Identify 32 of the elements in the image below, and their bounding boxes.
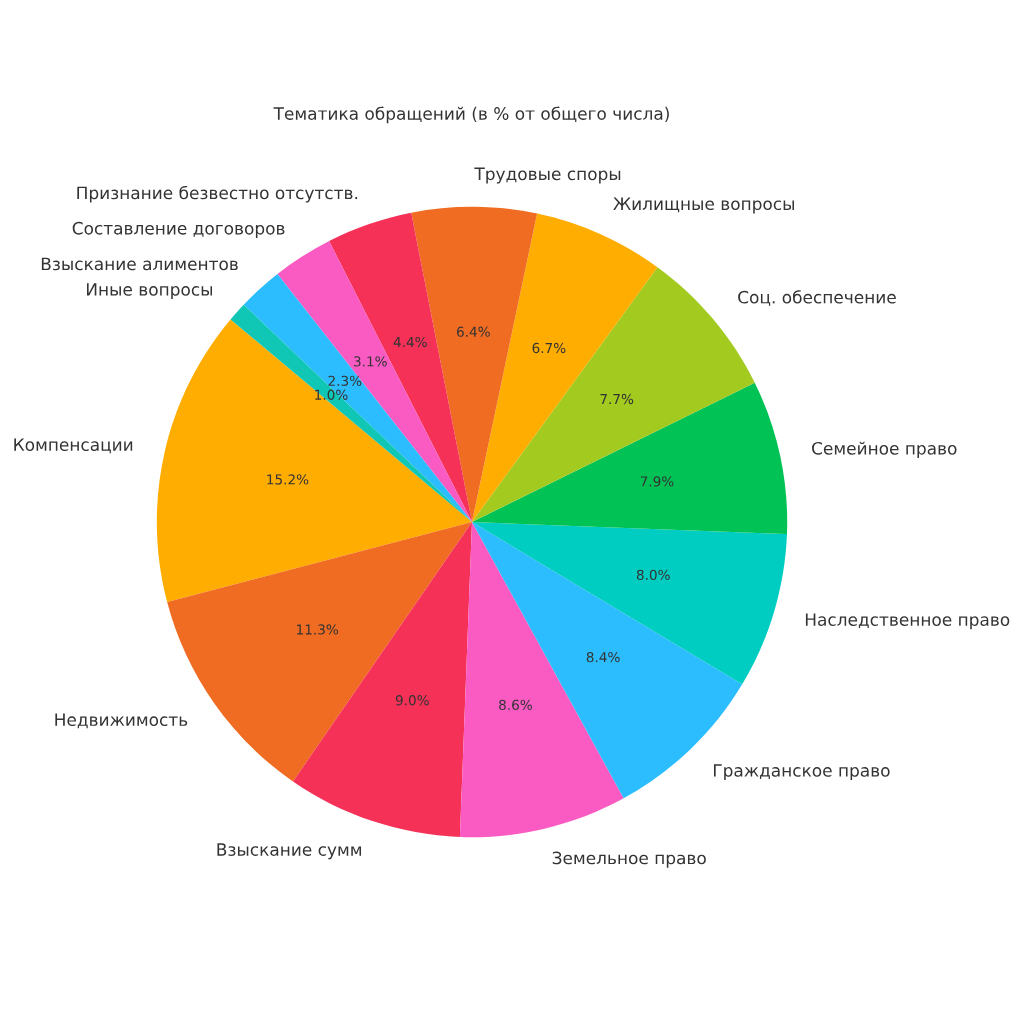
slice-label: Гражданское право [713, 764, 890, 781]
slice-label: Признание безвестно отсутств. [77, 185, 358, 203]
pie-slice [459, 522, 624, 838]
data-label: 8.6% [499, 699, 532, 711]
data-label: 9.0% [395, 695, 429, 706]
slice-label: Соц. обеспечение [738, 290, 896, 306]
slice-label: Жилищные вопросы [613, 197, 794, 214]
data-label: 2.3% [328, 375, 362, 386]
slice-label: Иные вопросы [87, 283, 213, 300]
slice-label: Недвижимость [55, 713, 188, 729]
data-label: 4.4% [393, 336, 427, 348]
slice-label: Трудовые споры [474, 167, 621, 184]
slice-label: Взыскание сумм [217, 843, 362, 860]
data-label: 15.2% [267, 474, 309, 485]
slice-label: Составление договоров [72, 221, 285, 238]
data-label: 8.0% [636, 569, 670, 580]
slice-label: Компенсации [14, 438, 133, 454]
data-label: 7.7% [600, 393, 634, 405]
slice-label: Взыскание алиментов [41, 257, 238, 271]
data-label: 7.9% [640, 476, 674, 487]
data-label: 8.4% [586, 651, 620, 663]
slice-label: Семейное право [812, 441, 957, 458]
slice-label: Наследственное право [805, 613, 1010, 630]
data-label: 6.7% [532, 342, 566, 354]
data-label: 3.1% [354, 356, 387, 367]
pie-slice [472, 382, 788, 535]
pie-slice [293, 522, 472, 837]
pie-slice [472, 522, 787, 685]
chart-title: Тематика обращений (в % от общего числа) [273, 106, 669, 124]
slice-label: Земельное право [552, 851, 706, 868]
data-label: 11.3% [297, 624, 339, 635]
data-label: 6.4% [456, 326, 490, 337]
